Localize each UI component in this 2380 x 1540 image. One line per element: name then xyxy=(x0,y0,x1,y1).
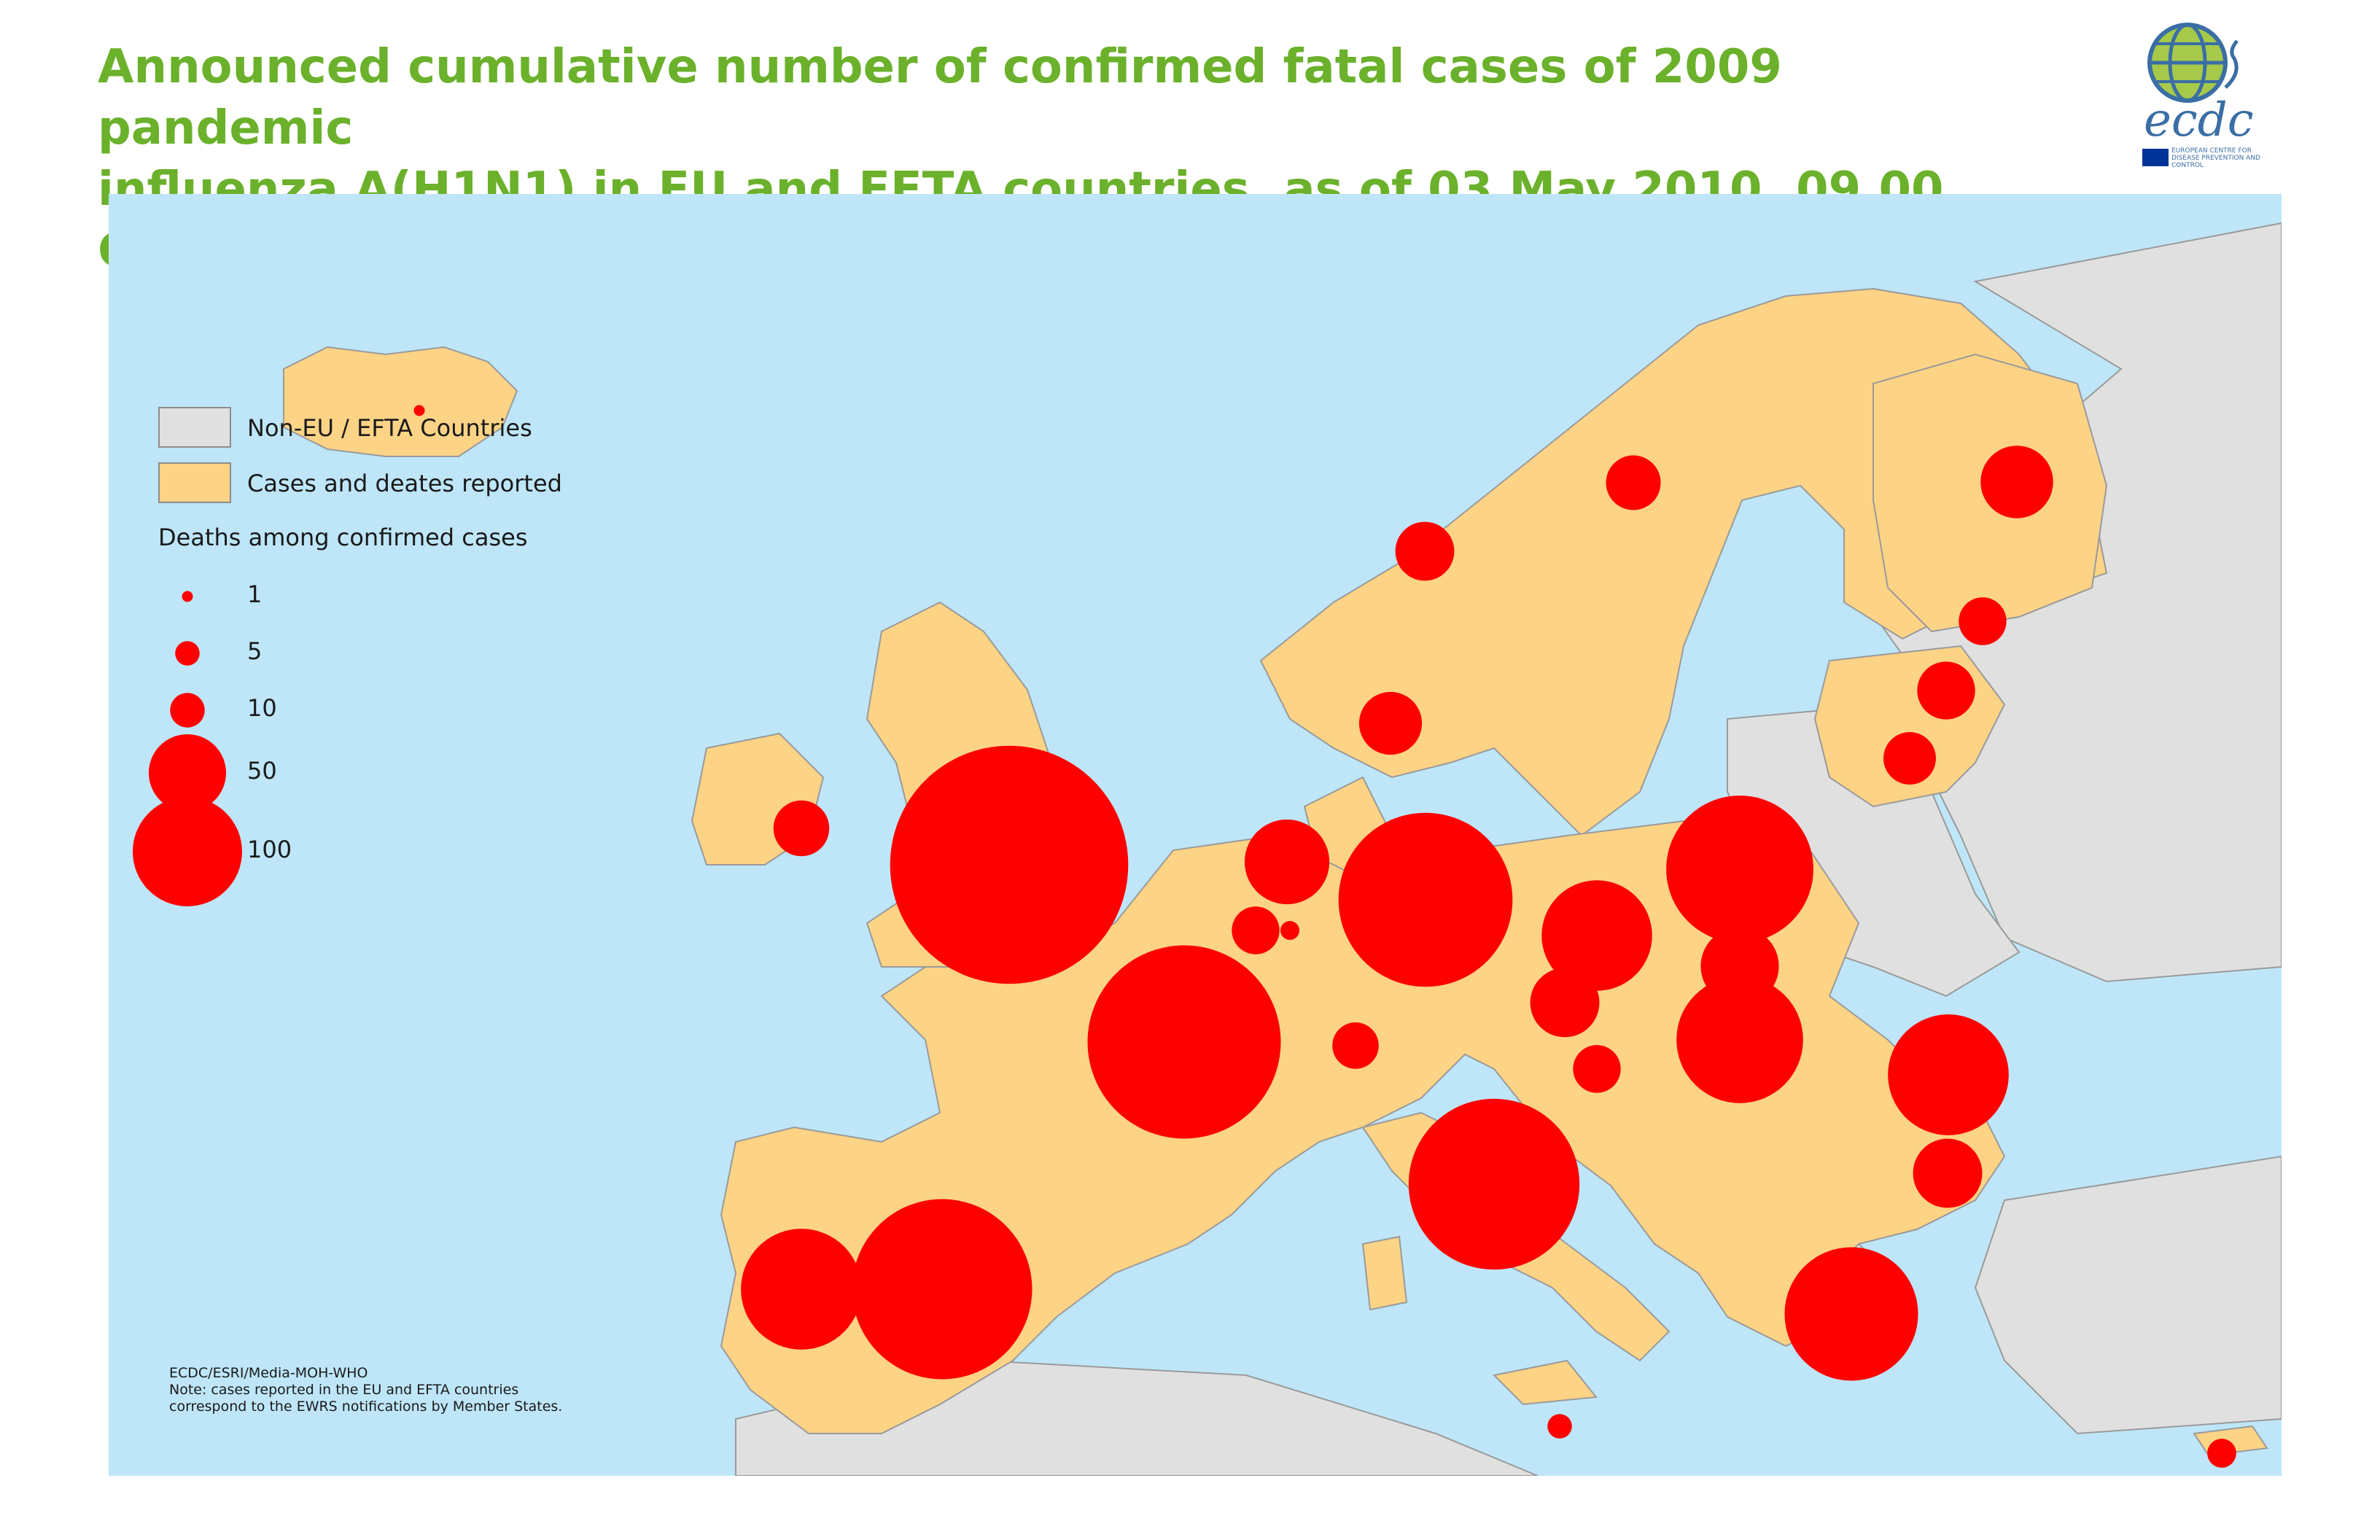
bubble-italy xyxy=(1408,1098,1580,1270)
source-line3: correspond to the EWRS notifications by … xyxy=(169,1399,563,1415)
legend-size-label-1: 1 xyxy=(247,580,262,608)
iceland xyxy=(283,346,518,457)
logo-wordmark: ecdc xyxy=(2144,93,2254,147)
source-line1: ECDC/ESRI/Media-MOH-WHO xyxy=(169,1365,368,1381)
bubble-malta xyxy=(1547,1414,1572,1439)
legend-reported-label: Cases and deates reported xyxy=(247,470,562,497)
eu-flag-icon xyxy=(2142,149,2169,166)
bubble-hungary xyxy=(1676,976,1803,1103)
legend-size-heading: Deaths among confirmed cases xyxy=(158,524,528,551)
bubble-denmark xyxy=(1358,691,1423,755)
bubble-latvia xyxy=(1917,661,1975,720)
ecdc-logo: ecdc EUROPEAN CENTRE FOR DISEASE PREVENT… xyxy=(2100,18,2276,171)
legend-size-label-10: 10 xyxy=(247,694,277,722)
europe-map: Non-EU / EFTA Countries Cases and deates… xyxy=(109,194,2282,1476)
bubble-cyprus xyxy=(2207,1439,2236,1468)
legend-bubble-50 xyxy=(148,734,227,812)
legend-bubble-100 xyxy=(133,797,242,906)
map-svg xyxy=(133,222,2282,1476)
bubble-ireland xyxy=(773,800,830,857)
bubble-netherlands xyxy=(1244,819,1330,905)
bubble-switzerland xyxy=(1332,1022,1379,1069)
globe-icon xyxy=(2147,23,2239,103)
bubble-poland xyxy=(1666,796,1813,943)
bubble-spain xyxy=(852,1199,1032,1380)
bubble-finland xyxy=(1980,446,2053,518)
turkey-region xyxy=(1974,1155,2282,1435)
bubble-france xyxy=(1087,945,1281,1139)
bubble-luxembourg xyxy=(1280,921,1299,940)
bubble-austria xyxy=(1530,968,1600,1038)
bubble-estonia xyxy=(1959,597,2007,645)
logo-subtitle: EUROPEAN CENTRE FOR DISEASE PREVENTION A… xyxy=(2171,147,2260,169)
bubble-bulgaria xyxy=(1913,1138,1983,1208)
bubble-norway xyxy=(1395,521,1455,581)
bubble-germany xyxy=(1338,812,1513,987)
bubble-czech-republic xyxy=(1541,880,1652,991)
legend-size-label-50: 50 xyxy=(247,757,277,785)
legend-non-eu-swatch xyxy=(158,407,231,448)
legend-bubbles xyxy=(133,591,242,906)
death-bubbles xyxy=(413,405,2236,1468)
legend-size-label-5: 5 xyxy=(247,637,262,665)
source-note: ECDC/ESRI/Media-MOH-WHO Note: cases repo… xyxy=(169,1365,562,1415)
legend-non-eu-label: Non-EU / EFTA Countries xyxy=(247,414,532,442)
legend-bubble-5 xyxy=(175,641,200,666)
map-title-line1: Announced cumulative number of confirmed… xyxy=(98,40,1782,155)
legend-bubble-10 xyxy=(170,693,205,728)
sardinia xyxy=(1361,1235,1408,1311)
bubble-lithuania xyxy=(1883,732,1936,785)
bubble-portugal xyxy=(741,1229,862,1350)
bubble-romania xyxy=(1888,1014,2009,1135)
non-eu-land xyxy=(735,222,2282,1476)
source-line2: Note: cases reported in the EU and EFTA … xyxy=(169,1382,519,1398)
legend-reported-swatch xyxy=(158,462,231,503)
bubble-greece xyxy=(1784,1247,1918,1381)
legend-size-label-100: 100 xyxy=(247,836,292,863)
sicily xyxy=(1492,1359,1598,1406)
bubble-united-kingdom xyxy=(890,745,1129,984)
bubble-slovenia xyxy=(1573,1045,1621,1093)
bubble-sweden xyxy=(1606,455,1661,510)
bubble-iceland xyxy=(413,405,425,416)
legend-bubble-1 xyxy=(182,591,193,602)
bubble-belgium xyxy=(1232,906,1280,954)
